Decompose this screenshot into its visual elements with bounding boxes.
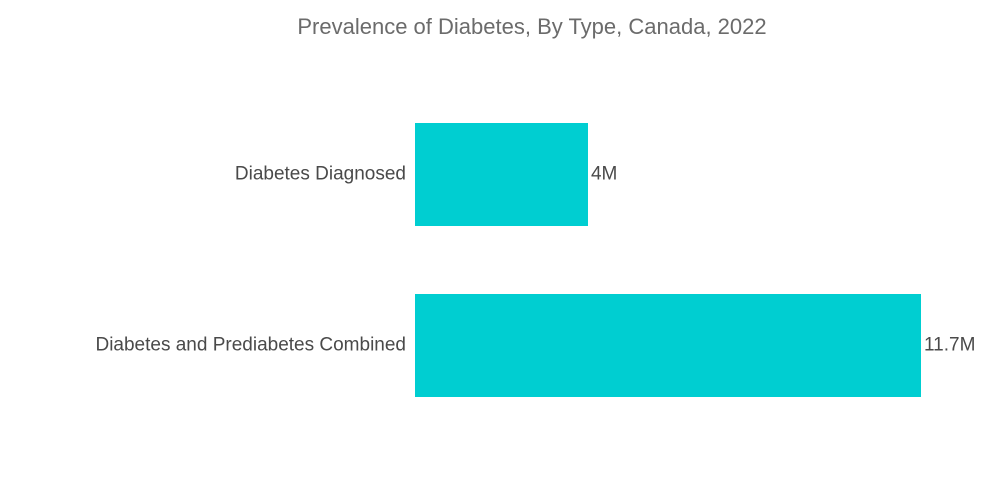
bar-1 [415,123,588,226]
value-label-2: 11.7M [924,335,975,356]
bar-2 [415,294,921,397]
category-label-1: Diabetes Diagnosed [235,164,406,185]
value-label-1: 4M [591,164,617,185]
category-label-2: Diabetes and Prediabetes Combined [95,335,406,356]
chart-title: Prevalence of Diabetes, By Type, Canada,… [297,14,767,39]
